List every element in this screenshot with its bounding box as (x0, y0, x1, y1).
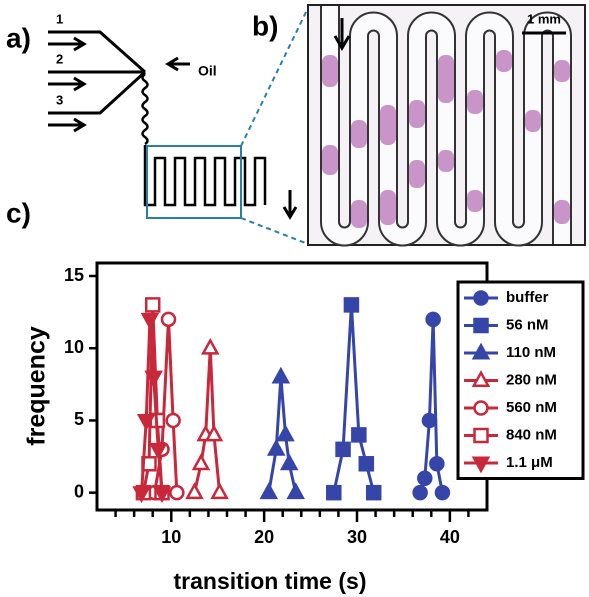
data-point (194, 456, 208, 469)
data-point (414, 486, 427, 499)
data-point (423, 414, 436, 427)
data-point (427, 313, 440, 326)
x-tick-label: 40 (440, 527, 460, 547)
scale-bar-label: 1 mm (527, 11, 561, 26)
legend-label: 110 nM (506, 344, 556, 361)
x-tick-label: 20 (254, 527, 274, 547)
inlet-label: 1 (56, 11, 63, 26)
page: {"panel_labels": ["a)", "b)", "c)"], "di… (0, 0, 589, 597)
data-point (162, 313, 175, 326)
y-axis-title: frequency (23, 326, 51, 446)
data-point (262, 485, 276, 498)
data-point (418, 472, 431, 485)
data-point (203, 340, 217, 353)
legend-label: 1.1 μM (506, 454, 553, 471)
data-point (345, 298, 358, 311)
oil-label: Oil (198, 63, 217, 79)
zoom-line (241, 218, 308, 244)
data-point (327, 486, 340, 499)
legend-label: 840 nM (506, 426, 557, 443)
data-point (352, 428, 365, 441)
panel-label: c) (6, 197, 31, 228)
legend-marker (475, 402, 488, 415)
data-point (167, 414, 180, 427)
figure: a) b) c) 1 2 3 Oil (0, 0, 589, 597)
legend-label: buffer (506, 289, 549, 306)
inlet-label: 3 (56, 92, 63, 107)
data-point (337, 443, 350, 456)
panel-label: a) (6, 22, 31, 53)
y-tick-label: 5 (74, 409, 84, 429)
data-point (282, 456, 296, 469)
y-tick-label: 15 (64, 265, 84, 285)
x-axis-title: transition time (s) (174, 568, 367, 594)
legend-label: 56 nM (506, 316, 549, 333)
panel-label: b) (252, 10, 278, 41)
data-point (274, 369, 288, 382)
data-point (269, 442, 283, 455)
x-tick-label: 10 (161, 527, 181, 547)
data-point (187, 485, 201, 498)
data-point (436, 486, 449, 499)
chart: 0 5 10 15 10 20 30 40 buffer 56 nM 110 nM 280 nM 560… (64, 263, 583, 547)
inlet-label: 2 (56, 51, 63, 66)
micrograph (308, 5, 585, 245)
legend-marker (475, 319, 488, 332)
y-tick-label: 0 (74, 481, 84, 501)
data-point (367, 486, 380, 499)
data-point (289, 485, 303, 498)
data-point (212, 485, 226, 498)
data-point (430, 457, 443, 470)
data-point (278, 427, 292, 440)
x-tick-label: 30 (347, 527, 367, 547)
legend-marker (475, 429, 488, 442)
data-point (170, 486, 183, 499)
y-tick-label: 10 (64, 337, 84, 357)
legend-marker (475, 292, 488, 305)
data-point (360, 457, 373, 470)
series-line (195, 348, 220, 492)
device-diagram (48, 32, 296, 217)
data-point (146, 298, 159, 311)
legend-label: 280 nM (506, 371, 557, 388)
legend-label: 560 nM (506, 399, 557, 416)
